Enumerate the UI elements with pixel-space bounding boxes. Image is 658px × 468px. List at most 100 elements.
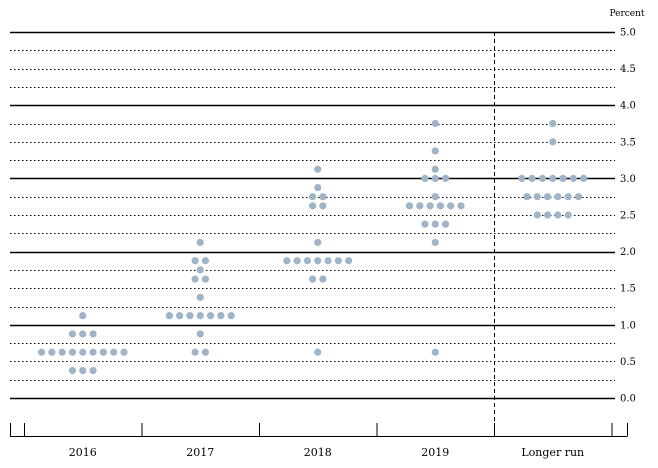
dot-point	[186, 312, 194, 320]
dot-point	[293, 257, 301, 265]
dot-point	[191, 257, 199, 265]
dots	[37, 119, 588, 375]
dot-point	[416, 202, 424, 210]
dot-point	[319, 275, 327, 283]
dot-point	[544, 193, 552, 201]
dot-point	[68, 366, 77, 375]
dot-point	[345, 257, 353, 265]
dot-point	[447, 202, 455, 210]
dot-point	[431, 147, 439, 155]
dot-point	[431, 174, 439, 182]
dot-point	[283, 257, 291, 265]
dot-point	[99, 348, 107, 356]
dot-point	[549, 174, 557, 182]
dot-point	[431, 193, 439, 201]
dot-point	[196, 330, 204, 338]
dot-point	[523, 193, 531, 201]
dot-point	[314, 165, 322, 173]
dot-point	[314, 238, 322, 247]
dot-point	[309, 202, 317, 210]
dot-point	[431, 238, 439, 247]
dot-point	[421, 220, 429, 228]
x-category-label: 2018	[304, 446, 332, 459]
dot-point	[538, 174, 547, 182]
y-tick-label: 3.5	[620, 137, 636, 148]
dot-point	[79, 312, 87, 320]
y-tick-label: 4.5	[620, 64, 636, 75]
x-category-label: 2017	[186, 446, 214, 459]
dot-point	[518, 174, 526, 182]
y-tick-label: 0.0	[620, 394, 636, 405]
dot-point	[319, 202, 327, 210]
dot-point	[441, 220, 450, 228]
dot-point	[89, 330, 97, 338]
dot-point	[334, 257, 342, 265]
dot-point	[426, 202, 434, 210]
dot-point	[574, 193, 583, 201]
dot-point	[48, 348, 56, 356]
dot-point	[206, 312, 215, 320]
dot-point	[196, 266, 204, 274]
dot-point	[564, 193, 572, 201]
dot-point	[564, 211, 572, 219]
dot-point	[528, 174, 536, 182]
dot-point	[431, 348, 439, 356]
dot-point	[176, 312, 184, 320]
dot-point	[79, 366, 87, 375]
x-axis	[10, 32, 628, 437]
x-category-label: 2019	[421, 446, 449, 459]
dot-point	[559, 174, 567, 182]
y-tick-label: 1.0	[620, 320, 636, 331]
dot-point	[79, 348, 87, 356]
dot-point	[217, 312, 225, 320]
x-category-label: 2016	[69, 446, 97, 459]
dot-point	[196, 312, 204, 320]
dot-point	[554, 193, 562, 201]
y-tick-label: 2.5	[620, 211, 636, 222]
dot-point	[79, 330, 87, 338]
dot-point	[314, 183, 322, 192]
dot-point	[68, 348, 77, 356]
dot-point	[421, 174, 429, 182]
dot-point	[457, 202, 465, 210]
dot-point	[580, 174, 588, 182]
dot-point	[405, 202, 414, 210]
dot-point	[431, 220, 439, 228]
y-tick-label: 1.5	[620, 284, 636, 295]
y-tick-label: 0.5	[620, 357, 636, 368]
dot-point	[120, 348, 128, 356]
dot-point	[110, 348, 118, 356]
dot-point	[196, 238, 204, 247]
dot-point	[431, 165, 439, 173]
dot-point	[201, 275, 209, 283]
dot-point	[549, 138, 557, 146]
x-category-labels: 2016 2017 2018 2019 Longer run	[69, 446, 584, 459]
dot-point	[554, 211, 562, 219]
dot-point	[544, 211, 552, 219]
dot-point	[309, 193, 317, 201]
dot-point	[227, 312, 235, 320]
dot-point	[319, 193, 327, 201]
dot-point	[441, 174, 450, 182]
dot-point	[569, 174, 577, 182]
dot-point	[533, 211, 541, 219]
dot-point	[196, 293, 204, 301]
dot-point	[201, 348, 209, 356]
dot-point	[533, 193, 541, 201]
y-tick-label: 5.0	[620, 28, 636, 39]
y-tick-labels: 0.0 0.5 1.0 1.5 2.0 2.5 3.0 3.5 4.0 4.5 5.0	[620, 28, 636, 405]
dot-point	[37, 348, 46, 356]
dot-point	[89, 348, 97, 356]
dot-point	[89, 366, 97, 375]
dot-point	[314, 257, 322, 265]
y-tick-label: 4.0	[620, 101, 636, 112]
dot-point	[431, 119, 439, 128]
dot-point	[58, 348, 66, 356]
dot-point	[549, 119, 557, 128]
dot-point	[191, 348, 199, 356]
dot-point	[165, 312, 173, 320]
y-unit-label: Percent	[609, 9, 644, 19]
y-tick-label: 2.0	[620, 247, 636, 258]
dot-point	[201, 257, 209, 265]
